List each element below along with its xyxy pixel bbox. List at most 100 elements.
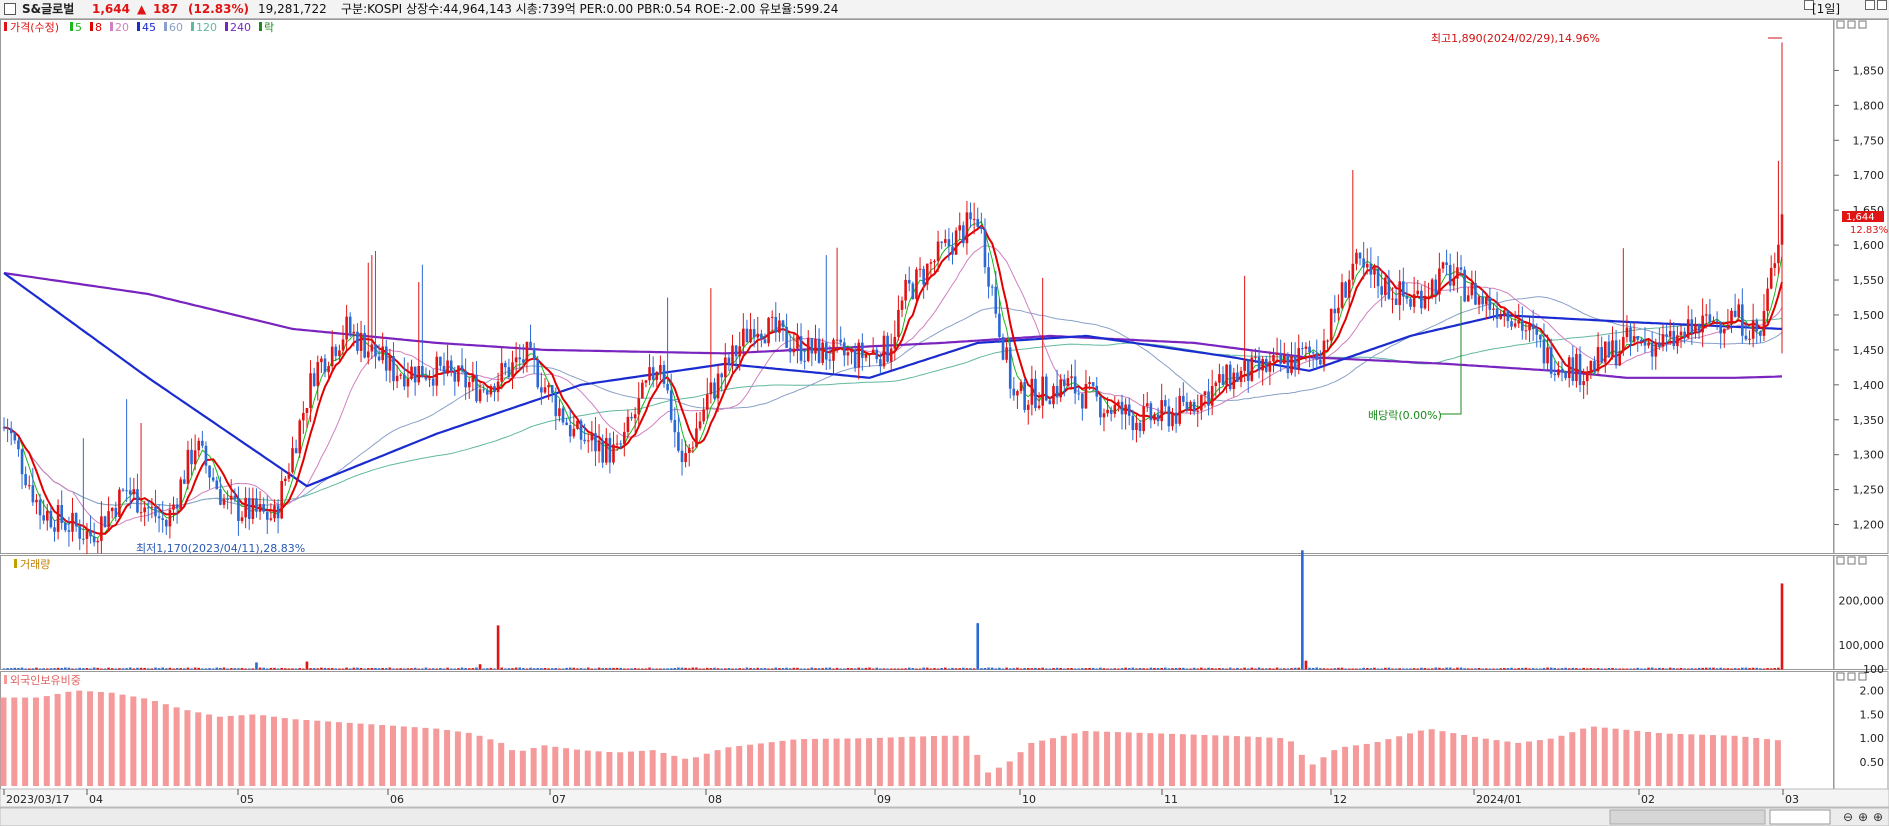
volume-bar[interactable]	[1737, 668, 1741, 670]
volume-bar[interactable]	[1445, 667, 1448, 670]
volume-bar[interactable]	[312, 668, 316, 670]
volume-bar[interactable]	[1196, 668, 1200, 670]
foreign-bar[interactable]	[1169, 733, 1176, 786]
candle[interactable]	[1109, 406, 1113, 422]
candle[interactable]	[1355, 248, 1358, 271]
candle[interactable]	[247, 487, 251, 530]
foreign-bar[interactable]	[1677, 733, 1684, 786]
candle[interactable]	[770, 310, 774, 332]
candle[interactable]	[1585, 366, 1589, 395]
candle[interactable]	[1394, 289, 1398, 306]
candle[interactable]	[695, 412, 698, 448]
candle[interactable]	[788, 334, 792, 363]
candle[interactable]	[803, 350, 806, 370]
volume-bar[interactable]	[403, 668, 406, 670]
candle[interactable]	[265, 495, 269, 535]
volume-bar[interactable]	[1603, 668, 1607, 670]
candle[interactable]	[309, 360, 312, 423]
candle[interactable]	[219, 476, 222, 506]
foreign-bar[interactable]	[249, 714, 256, 787]
candle[interactable]	[745, 319, 749, 343]
foreign-bar[interactable]	[476, 735, 483, 786]
foreign-bar[interactable]	[1255, 737, 1262, 786]
volume-bar[interactable]	[1358, 668, 1362, 670]
foreign-bar[interactable]	[0, 697, 7, 786]
zoom-range-slider[interactable]	[1769, 809, 1831, 825]
volume-bar[interactable]	[125, 668, 128, 670]
candle[interactable]	[1192, 399, 1196, 416]
candle[interactable]	[817, 328, 821, 364]
volume-bar[interactable]	[1163, 667, 1167, 670]
volume-bar[interactable]	[453, 668, 457, 670]
candle[interactable]	[814, 324, 817, 361]
volume-bar[interactable]	[756, 667, 760, 670]
foreign-bar[interactable]	[184, 710, 191, 786]
candle[interactable]	[843, 337, 846, 367]
candle[interactable]	[1495, 291, 1499, 328]
volume-bar[interactable]	[1066, 668, 1070, 670]
candle[interactable]	[1214, 380, 1218, 397]
candle[interactable]	[597, 424, 601, 463]
candle[interactable]	[1012, 377, 1016, 401]
volume-bar[interactable]	[641, 668, 644, 670]
candle[interactable]	[677, 415, 680, 453]
volume-bar[interactable]	[770, 668, 774, 670]
volume-bar[interactable]	[889, 668, 893, 670]
volume-bar[interactable]	[320, 667, 323, 670]
candle[interactable]	[1769, 255, 1773, 290]
foreign-bar[interactable]	[736, 746, 743, 786]
volume-bar[interactable]	[1026, 668, 1030, 670]
window-option-icon[interactable]	[1865, 0, 1875, 10]
volume-bar[interactable]	[969, 668, 972, 670]
candle[interactable]	[128, 477, 132, 509]
window-restore-icon[interactable]	[1804, 0, 1814, 10]
volume-bar[interactable]	[417, 668, 421, 670]
volume-bar[interactable]	[853, 668, 857, 670]
volume-bar[interactable]	[1438, 667, 1441, 670]
candle[interactable]	[78, 519, 82, 551]
volume-bar[interactable]	[1084, 668, 1088, 670]
volume-bar[interactable]	[1683, 668, 1686, 670]
candle[interactable]	[1513, 311, 1517, 329]
volume-bar[interactable]	[1456, 667, 1459, 670]
candle[interactable]	[760, 329, 763, 348]
candle[interactable]	[525, 341, 529, 373]
candle[interactable]	[1438, 252, 1441, 302]
volume-bar[interactable]	[1012, 668, 1016, 670]
volume-bar[interactable]	[31, 668, 35, 670]
volume-bar[interactable]	[226, 668, 229, 670]
volume-bar[interactable]	[247, 668, 251, 670]
foreign-bar[interactable]	[1688, 734, 1695, 786]
volume-panel-max-icon[interactable]	[1847, 556, 1856, 565]
volume-bar[interactable]	[1427, 668, 1430, 670]
volume-bar[interactable]	[1351, 668, 1355, 670]
foreign-bar[interactable]	[238, 715, 245, 786]
candle[interactable]	[875, 346, 879, 364]
candle[interactable]	[208, 465, 211, 489]
volume-bar[interactable]	[738, 668, 742, 670]
candle[interactable]	[1106, 397, 1109, 417]
zoom-in-icon[interactable]: ⊕	[1873, 810, 1883, 824]
candle[interactable]	[193, 434, 197, 471]
candle[interactable]	[1218, 363, 1221, 395]
candle[interactable]	[1315, 339, 1319, 369]
volume-bar[interactable]	[1773, 668, 1777, 670]
volume-bar[interactable]	[413, 667, 417, 670]
volume-bar[interactable]	[1643, 668, 1647, 670]
volume-bar[interactable]	[1077, 668, 1081, 670]
volume-bar[interactable]	[608, 667, 612, 670]
volume-bar[interactable]	[1016, 667, 1019, 670]
volume-bar[interactable]	[1243, 667, 1246, 670]
candle[interactable]	[1636, 336, 1640, 352]
foreign-bar[interactable]	[563, 748, 570, 786]
volume-bar[interactable]	[1218, 668, 1221, 670]
volume-bar[interactable]	[943, 667, 947, 670]
foreign-bar[interactable]	[1720, 735, 1727, 786]
candle[interactable]	[204, 441, 208, 474]
volume-bar[interactable]	[316, 668, 320, 670]
volume-bar[interactable]	[511, 668, 514, 670]
volume-bar[interactable]	[114, 668, 118, 670]
candle[interactable]	[651, 356, 655, 388]
volume-bar[interactable]	[1618, 668, 1622, 670]
volume-bar[interactable]	[1697, 667, 1701, 670]
